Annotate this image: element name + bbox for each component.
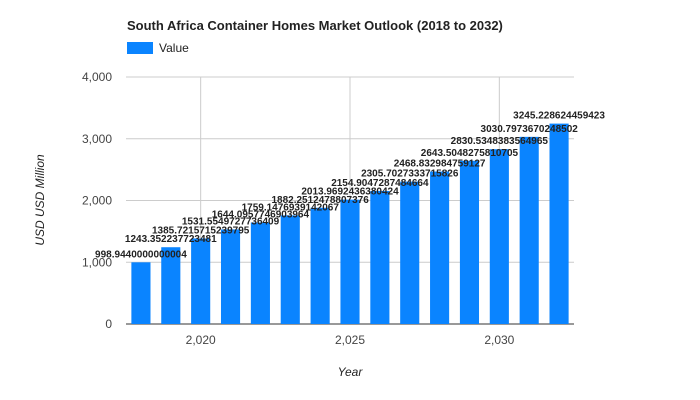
bar [400,181,420,324]
data-labels: 998.9440000000004 1243.3522377234811385.7… [95,111,605,261]
data-label: 2468.832984759127 [394,159,486,170]
bar [430,171,450,324]
y-tick-label: 2,000 [82,194,112,208]
data-label: 3030.7973670248502 [481,124,579,135]
bar [459,160,480,324]
bar [161,247,181,324]
data-label: 2305.7027333715826 [361,169,459,180]
data-label: 2643.5048275810705 [421,148,519,159]
data-label: 1644.0957746903964 [212,209,310,220]
legend-label-value: Value [159,41,189,55]
y-tick-label: 4,000 [82,70,112,84]
bar [220,229,241,324]
bar [280,215,300,324]
legend-swatch-value [127,42,153,54]
bar [519,136,539,324]
x-tick-label: 2,030 [484,333,514,347]
chart-title: South Africa Container Homes Market Outl… [127,18,503,33]
bar [191,238,211,324]
bar [131,262,151,324]
y-tick-label: 3,000 [82,132,112,146]
bar [489,149,509,324]
bars [131,123,569,324]
bar [250,222,270,324]
data-label: 2013.9692436380424 [301,187,399,198]
data-label: 1759.1476939142067 [242,202,340,213]
data-label: 3245.228624459423 [513,111,605,122]
x-axis-title: Year [338,365,364,379]
data-label: 998.9440000000004 [95,249,187,260]
bar [549,123,569,324]
y-tick-label: 0 [105,317,112,331]
data-label: 2830.5348383564965 [451,136,549,147]
data-label: 1385.7215715239795 [152,225,250,236]
x-tick-label: 2,025 [335,333,365,347]
data-label: 1531.5549727736409 [182,216,280,227]
data-label: 1243.352237723481 [125,234,217,245]
data-label: 1882.2512478807376 [271,195,369,206]
bar [370,190,390,324]
x-tick-label: 2,020 [186,333,216,347]
y-tick-label: 1,000 [82,255,112,269]
y-axis-title: USD USD Million [33,154,47,246]
legend: Value [127,41,189,55]
tick-labels: 0 1,000 2,000 3,000 4,000 2,020 2,025 2,030 [82,70,515,347]
bar [340,199,360,324]
data-label: 2154.9047287484664 [331,178,429,189]
bar [310,207,330,324]
